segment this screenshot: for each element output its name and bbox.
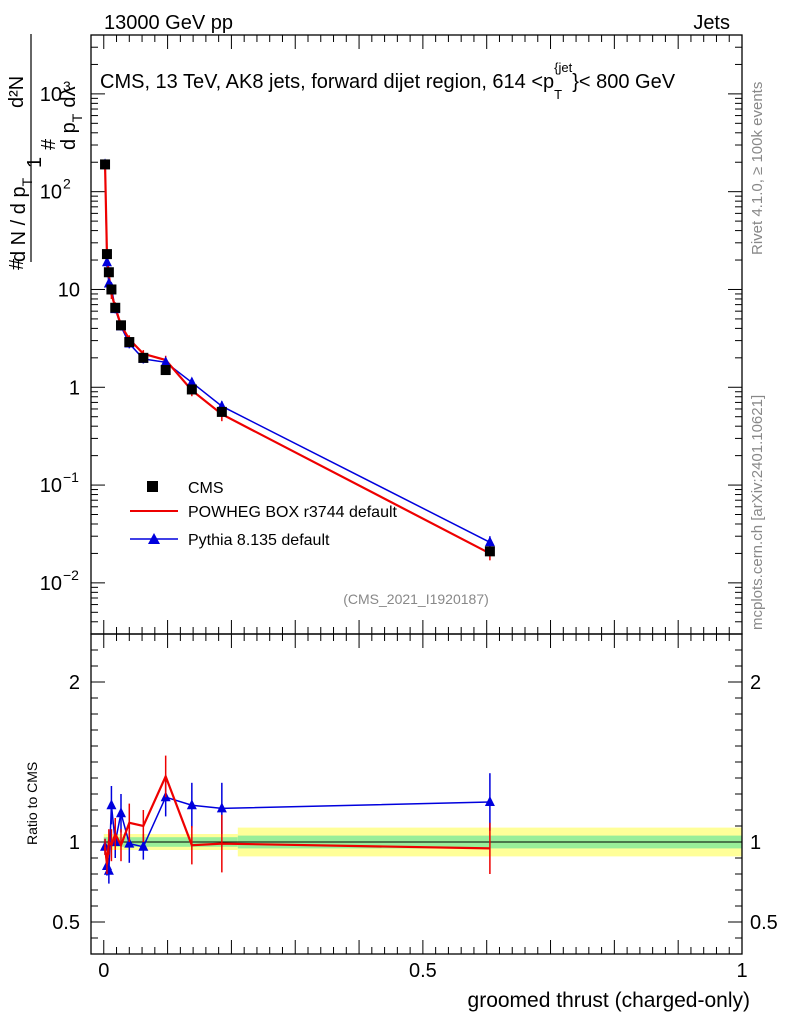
cms-data-point bbox=[100, 159, 111, 170]
ratio-pythia-marker bbox=[115, 807, 126, 818]
ratio-y-axis-label: Ratio to CMS bbox=[24, 762, 40, 845]
ratio-y-tick-label-right: 1 bbox=[750, 832, 761, 854]
ratio-pythia-marker bbox=[186, 799, 197, 810]
ratio-y-tick-label: 1 bbox=[69, 832, 80, 854]
x-tick-label: 0.5 bbox=[409, 960, 437, 982]
cms-data-point bbox=[110, 302, 121, 313]
cms-data-point bbox=[124, 337, 135, 348]
cms-data-point bbox=[138, 352, 149, 363]
ratio-frame-box bbox=[90, 633, 743, 955]
cms-data-point bbox=[216, 406, 227, 417]
ratio-plot-frame: 0 0.5 1 0.5 0.5 1 1 2 2 bbox=[52, 633, 778, 982]
chart-title: CMS, 13 TeV, AK8 jets, forward dijet reg… bbox=[100, 60, 676, 102]
cms-data-point bbox=[160, 365, 171, 376]
ratio-pythia-marker bbox=[484, 796, 495, 806]
y-tick-label: 10 bbox=[40, 475, 62, 497]
ratio-y-tick-label: 2 bbox=[69, 672, 80, 694]
cms-data-point bbox=[115, 320, 126, 331]
rivet-label: Rivet 4.1.0, ≥ 100k events bbox=[749, 82, 766, 255]
legend: CMS POWHEG BOX r3744 default Pythia 8.13… bbox=[130, 480, 398, 549]
ratio-y-tick-label-right: 0.5 bbox=[750, 912, 778, 934]
y-axis-label: 1 d N / d pT # d²N d pTdλ # bbox=[6, 34, 85, 270]
ratio-pythia-marker bbox=[106, 799, 117, 810]
y-tick-label: 1 bbox=[69, 377, 80, 399]
y-axis-den: d N / d pT bbox=[8, 177, 35, 262]
pythia-marker bbox=[484, 536, 495, 547]
legend-cms-label: CMS bbox=[188, 480, 224, 497]
cms-data-point bbox=[101, 249, 112, 260]
pythia-marker bbox=[101, 256, 112, 267]
y-tick-exponent: 3 bbox=[63, 78, 71, 94]
y-tick-label: 10 bbox=[40, 84, 62, 106]
y-tick-label: 10 bbox=[58, 279, 80, 301]
y-tick-exponent: 2 bbox=[63, 176, 71, 192]
mcplots-label: mcplots.cern.ch [arXiv:2401.10621] bbox=[749, 395, 766, 630]
cms-data-point bbox=[103, 267, 114, 278]
ratio-pythia-marker bbox=[124, 837, 135, 848]
ratio-y-tick-label: 0.5 bbox=[52, 912, 80, 934]
powheg-line bbox=[103, 164, 491, 555]
y-tick-exponent: −1 bbox=[63, 469, 79, 485]
cms-data-point bbox=[484, 546, 495, 557]
svg-text:d²N: d²N bbox=[6, 76, 28, 108]
x-tick-label: 0 bbox=[98, 960, 109, 982]
y-tick-exponent: −2 bbox=[63, 567, 79, 583]
svg-text:1: 1 bbox=[24, 157, 46, 168]
legend-cms-marker bbox=[147, 481, 158, 492]
pythia-marker bbox=[186, 376, 197, 387]
svg-text:#: # bbox=[6, 258, 28, 270]
y-tick-label: 10 bbox=[40, 182, 62, 204]
legend-pythia-marker bbox=[148, 533, 160, 544]
legend-powheg-label: POWHEG BOX r3744 default bbox=[188, 504, 398, 521]
x-axis-label: groomed thrust (charged-only) bbox=[468, 989, 750, 1012]
x-tick-label: 1 bbox=[736, 960, 747, 982]
header-left: 13000 GeV pp bbox=[104, 12, 233, 34]
header-right: Jets bbox=[693, 12, 730, 34]
analysis-watermark: (CMS_2021_I1920187) bbox=[343, 591, 489, 607]
y-tick-label: 10 bbox=[40, 573, 62, 595]
svg-text:#: # bbox=[38, 138, 60, 150]
y-axis-den-right: d pTdλ bbox=[58, 87, 85, 151]
ratio-y-tick-label-right: 2 bbox=[750, 672, 761, 694]
legend-pythia-label: Pythia 8.135 default bbox=[188, 532, 330, 549]
ratio-pythia-marker bbox=[216, 802, 227, 813]
pythia-marker bbox=[160, 356, 171, 367]
ratio-pythia-marker bbox=[138, 840, 149, 851]
pythia-line bbox=[104, 164, 491, 543]
cms-data-point bbox=[186, 384, 197, 395]
cms-data-point bbox=[106, 284, 117, 295]
